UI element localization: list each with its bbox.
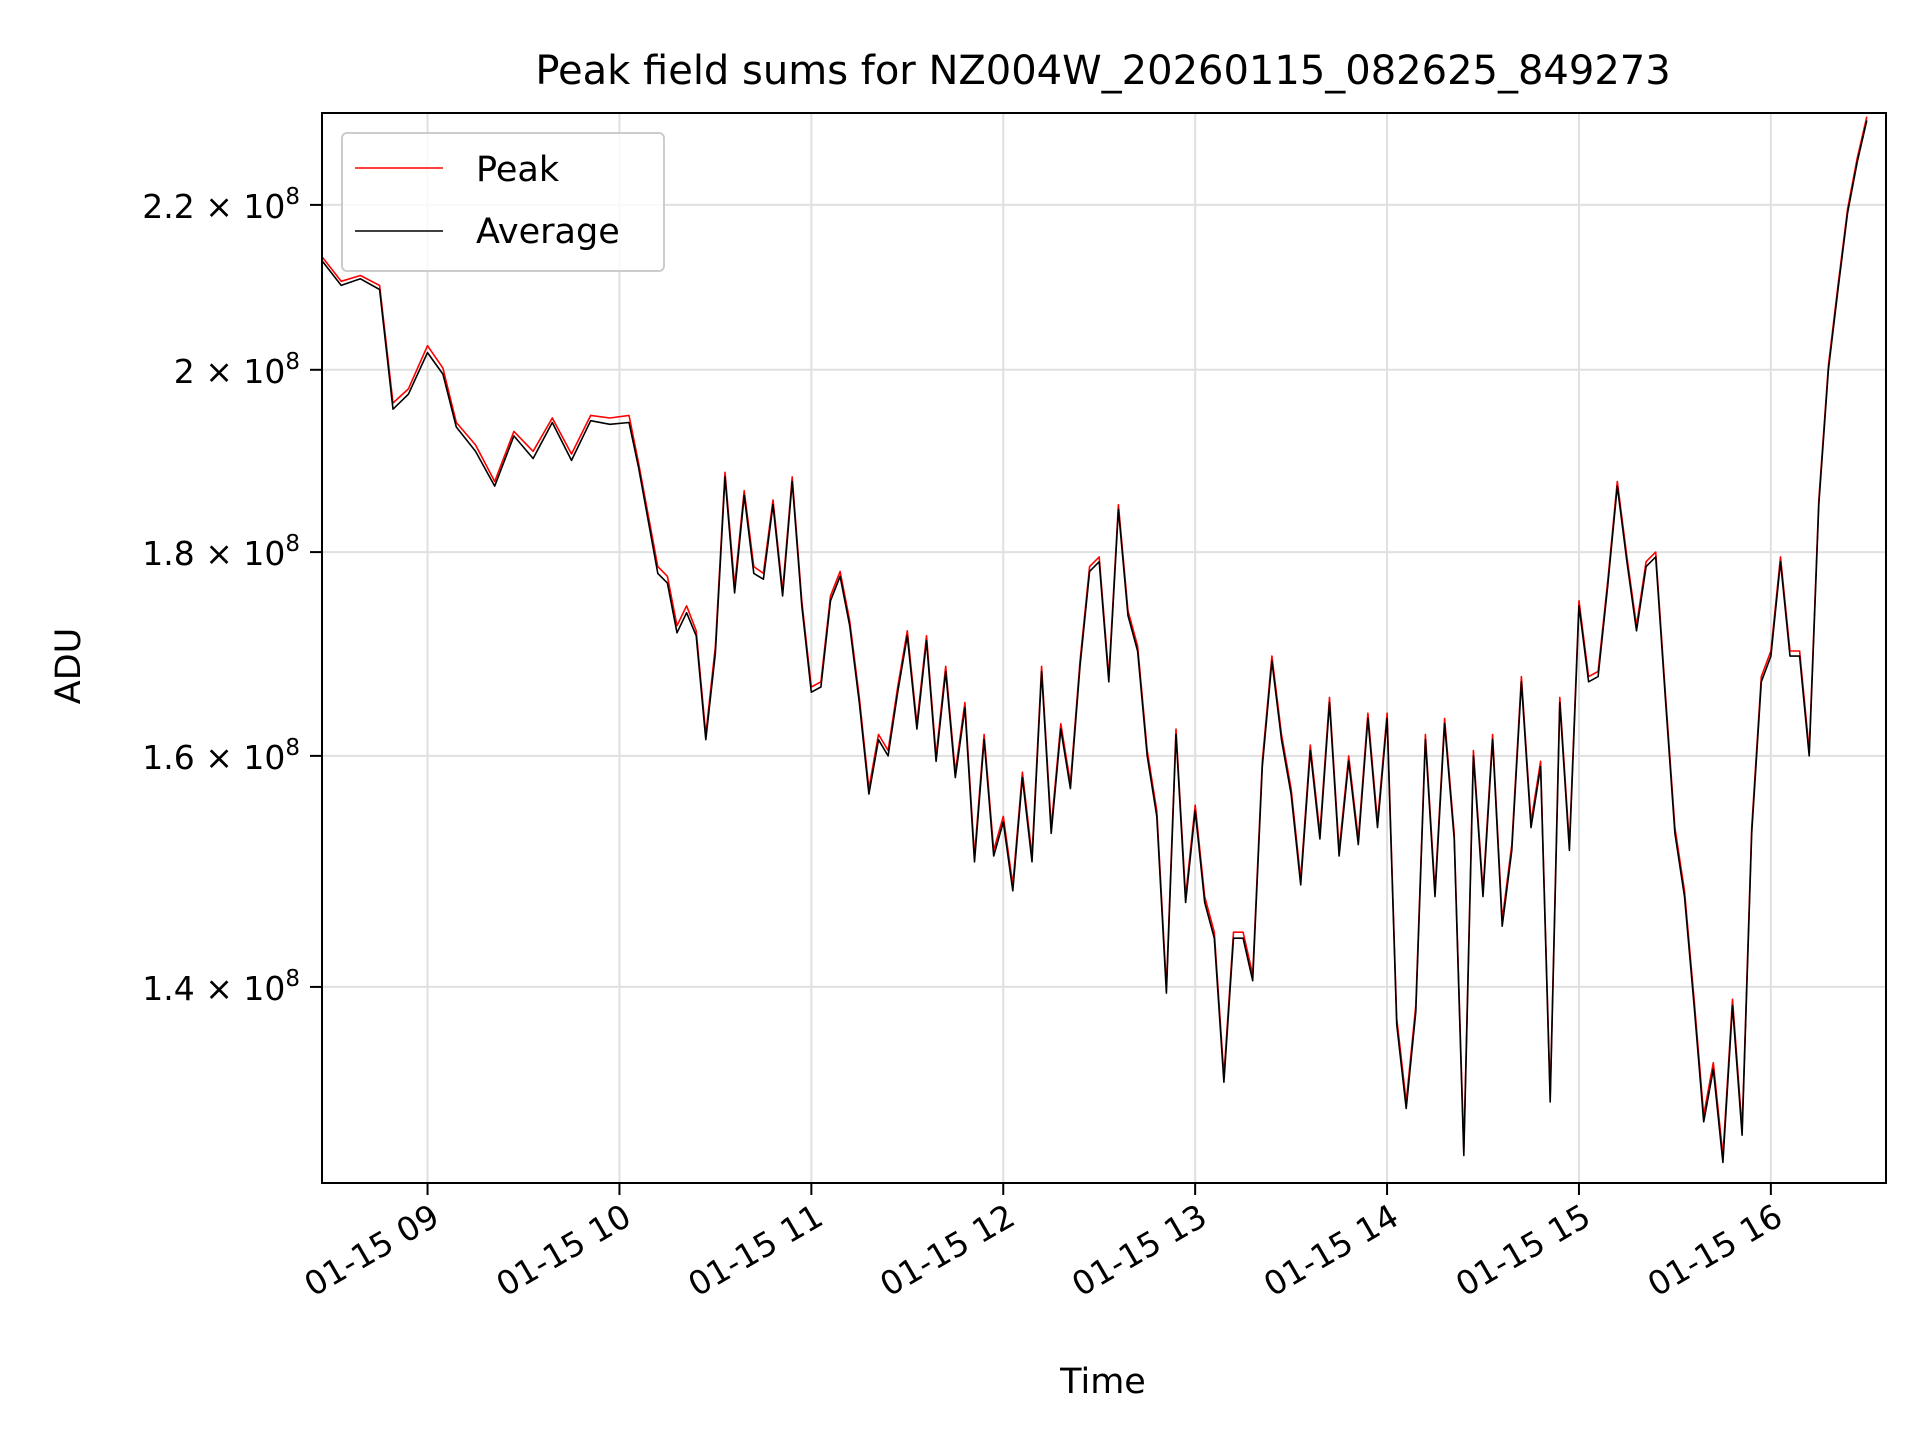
legend: Peak Average	[341, 132, 665, 272]
legend-label-peak: Peak	[476, 150, 560, 190]
x-axis-label: Time	[1059, 1362, 1146, 1402]
chart-title: Peak field sums for NZ004W_20260115_0826…	[535, 48, 1670, 94]
y-axis-ticks: 1.4 × 108 1.6 × 108 1.8 × 108 2 × 108 2.2 × …	[142, 184, 322, 1008]
series-layer	[321, 116, 1868, 1164]
y-tick-label: 2.2 × 108	[142, 184, 300, 226]
y-tick-label: 1.4 × 108	[142, 966, 300, 1008]
y-axis-label: ADU	[49, 628, 89, 705]
y-tick-label: 2 × 108	[174, 349, 300, 391]
legend-label-average: Average	[476, 212, 620, 252]
series-line-average	[321, 120, 1868, 1164]
y-tick-label: 1.8 × 108	[142, 531, 300, 573]
axes-frame	[321, 112, 1887, 1184]
y-tick-label: 1.6 × 108	[142, 735, 300, 777]
